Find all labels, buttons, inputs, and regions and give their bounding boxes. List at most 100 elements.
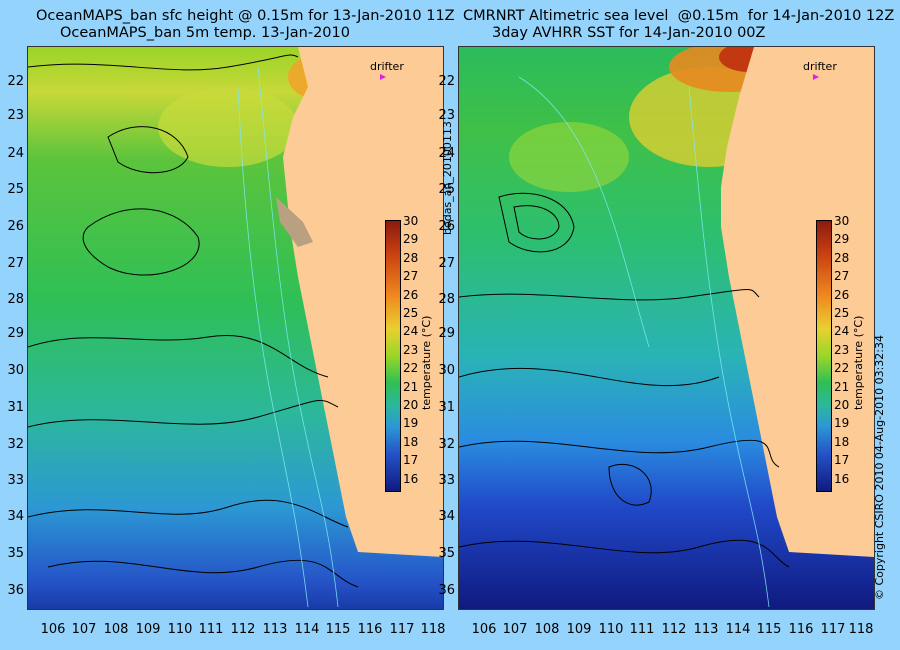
- colorbar-tick-right-27: 27: [834, 269, 850, 284]
- lat-tick-31: 31: [7, 400, 24, 415]
- colorbar-tick-left-18: 18: [403, 434, 419, 449]
- lon-tick-110-right: 110: [598, 622, 624, 637]
- lon-tick-109: 109: [135, 622, 161, 637]
- colorbar-tick-left-24: 24: [403, 324, 419, 339]
- left-title-line2: OceanMAPS_ban 5m temp. 13-Jan-2010: [60, 25, 350, 41]
- drifter-label-right: drifter: [803, 60, 837, 73]
- colorbar-tick-left-28: 28: [403, 250, 419, 265]
- lat-tick-27-right: 27: [438, 256, 455, 271]
- colorbar-tick-right-18: 18: [834, 434, 850, 449]
- left-title-line1: OceanMAPS_ban sfc height @ 0.15m for 13-…: [36, 8, 455, 24]
- lat-tick-29-right: 29: [438, 326, 455, 341]
- right-map-panel: [458, 46, 875, 610]
- colorbar-tick-right-26: 26: [834, 287, 850, 302]
- colorbar-tick-left-30: 30: [403, 214, 419, 228]
- lon-tick-117-right: 117: [820, 622, 846, 637]
- colorbar-tick-left-16: 16: [403, 471, 419, 486]
- colorbar-right: [816, 220, 832, 492]
- lat-tick-36: 36: [7, 583, 24, 598]
- lat-tick-34-right: 34: [438, 509, 455, 524]
- lon-tick-115: 115: [325, 622, 351, 637]
- colorbar-label-left: temperature (°C): [420, 315, 433, 410]
- lon-tick-107: 107: [71, 622, 97, 637]
- right-sst-map: [459, 47, 874, 609]
- drifter-marker-right: [813, 74, 819, 80]
- lat-tick-33-right: 33: [438, 473, 455, 488]
- lon-tick-114-right: 114: [725, 622, 751, 637]
- lat-tick-32-right: 32: [438, 437, 455, 452]
- colorbar-tick-right-24: 24: [834, 324, 850, 339]
- colorbar-tick-right-17: 17: [834, 453, 850, 468]
- colorbar-tick-right-30: 30: [834, 214, 850, 228]
- colorbar-tick-left-22: 22: [403, 361, 419, 376]
- colorbar-tick-left-17: 17: [403, 453, 419, 468]
- colorbar-label-right: temperature (°C): [852, 315, 865, 410]
- colorbar-tick-right-25: 25: [834, 306, 850, 320]
- lat-tick-24-right: 24: [438, 146, 455, 161]
- colorbar-tick-left-27: 27: [403, 269, 419, 284]
- colorbar-tick-right-19: 19: [834, 416, 850, 431]
- drifter-marker-left: [380, 74, 386, 80]
- lat-tick-27: 27: [7, 256, 24, 271]
- lat-tick-36-right: 36: [438, 583, 455, 598]
- lat-tick-24: 24: [7, 146, 24, 161]
- colorbar-tick-left-29: 29: [403, 232, 419, 247]
- lat-tick-22: 22: [7, 74, 24, 89]
- left-sst-map: [28, 47, 443, 609]
- lat-tick-22-right: 22: [438, 74, 455, 89]
- colorbar-tick-right-20: 20: [834, 398, 850, 412]
- lat-tick-30-right: 30: [438, 363, 455, 378]
- lon-tick-108: 108: [103, 622, 129, 637]
- colorbar-tick-left-25: 25: [403, 306, 419, 320]
- lon-tick-115-right: 115: [756, 622, 782, 637]
- lat-tick-28: 28: [7, 292, 24, 307]
- colorbar-tick-right-29: 29: [834, 232, 850, 247]
- lat-tick-35: 35: [7, 546, 24, 561]
- colorbar-tick-left-21: 21: [403, 379, 419, 394]
- lat-tick-25-right: 25: [438, 182, 455, 197]
- lat-tick-23-right: 23: [438, 108, 455, 123]
- colorbar-left: [385, 220, 401, 492]
- lat-tick-35-right: 35: [438, 546, 455, 561]
- lon-tick-111: 111: [198, 622, 224, 637]
- lat-tick-29: 29: [7, 326, 24, 341]
- lat-tick-26-right: 26: [438, 219, 455, 234]
- lon-tick-106-right: 106: [471, 622, 497, 637]
- lat-tick-33: 33: [7, 473, 24, 488]
- colorbar-tick-left-20: 20: [403, 398, 419, 412]
- lon-tick-106: 106: [40, 622, 66, 637]
- right-title-line2: 3day AVHRR SST for 14-Jan-2010 00Z: [492, 25, 766, 41]
- lon-tick-109-right: 109: [566, 622, 592, 637]
- drifter-label-left: drifter: [370, 60, 404, 73]
- lon-tick-113: 113: [262, 622, 288, 637]
- colorbar-tick-right-22: 22: [834, 361, 850, 376]
- lon-tick-110: 110: [167, 622, 193, 637]
- colorbar-tick-right-21: 21: [834, 379, 850, 394]
- copyright-label: © Copyright CSIRO 2010 04-Aug-2010 03:32…: [873, 334, 886, 600]
- lon-tick-116-right: 116: [788, 622, 814, 637]
- lon-tick-117: 117: [389, 622, 415, 637]
- lat-tick-25: 25: [7, 182, 24, 197]
- colorbar-tick-left-26: 26: [403, 287, 419, 302]
- colorbar-tick-right-23: 23: [834, 342, 850, 357]
- colorbar-tick-left-23: 23: [403, 342, 419, 357]
- lat-tick-30: 30: [7, 363, 24, 378]
- lon-tick-112-right: 112: [661, 622, 687, 637]
- colorbar-tick-right-28: 28: [834, 250, 850, 265]
- lon-tick-113-right: 113: [693, 622, 719, 637]
- left-map-panel: [27, 46, 444, 610]
- lon-tick-108-right: 108: [534, 622, 560, 637]
- lat-tick-32: 32: [7, 437, 24, 452]
- colorbar-tick-left-19: 19: [403, 416, 419, 431]
- lon-tick-112: 112: [230, 622, 256, 637]
- lon-tick-118: 118: [420, 622, 446, 637]
- lat-tick-23: 23: [7, 108, 24, 123]
- lat-tick-26: 26: [7, 219, 24, 234]
- side-run-label: bodas_an_20100113: [441, 121, 454, 235]
- right-title-line1: CMRNRT Altimetric sea level @0.15m for 1…: [463, 8, 895, 24]
- lat-tick-31-right: 31: [438, 400, 455, 415]
- lon-tick-118-right: 118: [848, 622, 874, 637]
- lon-tick-107-right: 107: [502, 622, 528, 637]
- lat-tick-34: 34: [7, 509, 24, 524]
- lat-tick-28-right: 28: [438, 292, 455, 307]
